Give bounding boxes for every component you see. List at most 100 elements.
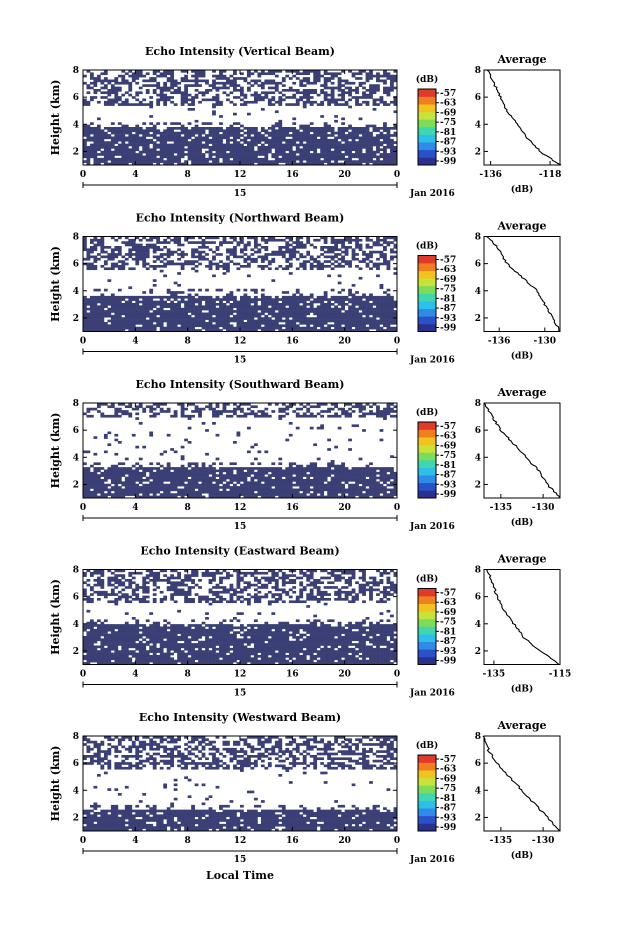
- x-tick-label: 8: [185, 170, 191, 180]
- colorbar-swatch: [418, 323, 436, 332]
- colorbar-tick-label: -87: [440, 138, 456, 148]
- y-tick-label: 6: [73, 93, 79, 103]
- panel-3: Echo Intensity (Southward Beam) 2 4 6 8 Heigh…: [49, 378, 561, 532]
- date-label: Jan 2016: [409, 522, 455, 532]
- colorbar-swatch: [418, 611, 436, 620]
- profile-title: Average: [496, 386, 546, 399]
- x-tick-label: 20: [338, 670, 351, 680]
- colorbar-tick-label: -57: [440, 256, 456, 266]
- x-axis-label: Local Time: [206, 869, 274, 882]
- colorbar-tick-label: -93: [440, 480, 456, 490]
- colorbar-tick-label: -99: [440, 657, 456, 667]
- colorbar-swatch: [418, 618, 436, 627]
- x-tick-label: 0: [394, 670, 400, 680]
- profile-line: [486, 236, 560, 332]
- colorbar-swatch: [418, 815, 436, 824]
- colorbar-swatch: [418, 119, 436, 128]
- colorbar-tick-label: -87: [440, 804, 456, 814]
- colorbar-unit: (dB): [416, 241, 438, 252]
- x-tick-label: 16: [286, 337, 299, 347]
- colorbar-swatch: [418, 149, 436, 158]
- x-tick-label: 8: [185, 836, 191, 846]
- x-tick-label: 20: [338, 503, 351, 513]
- x-tick-label: 0: [80, 337, 86, 347]
- colorbar-swatch: [418, 641, 436, 650]
- colorbar-frame: [417, 88, 437, 166]
- colorbar-swatch: [418, 308, 436, 317]
- profile-frame: [483, 236, 561, 332]
- colorbar-swatch: [418, 96, 436, 105]
- colorbar-swatch: [418, 793, 436, 801]
- x-tick-label: 0: [80, 836, 86, 846]
- profile-y-tick-label: 4: [475, 120, 481, 130]
- y-tick-label: 4: [73, 453, 79, 463]
- heatmap-cells: [83, 236, 398, 332]
- colorbar-tick-label: -63: [440, 598, 456, 608]
- panel-title: Echo Intensity (Northward Beam): [136, 212, 345, 225]
- y-tick-label: 8: [73, 66, 79, 76]
- x-tick-label: 12: [234, 836, 247, 846]
- colorbar-unit: (dB): [416, 407, 438, 418]
- profile-x-label: (dB): [511, 184, 533, 195]
- colorbar-swatch: [418, 490, 436, 499]
- colorbar-tick-label: -93: [440, 147, 456, 157]
- y-tick-label: 6: [73, 426, 79, 436]
- colorbar-tick-label: -81: [440, 294, 456, 304]
- colorbar-tick-label: -93: [440, 813, 456, 823]
- colorbar-tick-label: -75: [440, 784, 456, 794]
- colorbar-tick-label: -93: [440, 647, 456, 657]
- x-tick-label: 4: [132, 503, 138, 513]
- colorbar-swatch: [418, 596, 436, 604]
- colorbar-tick-label: -75: [440, 451, 456, 461]
- colorbar-swatch: [418, 482, 436, 491]
- profile-y-tick-label: 8: [475, 566, 481, 576]
- x-tick-label: 0: [394, 836, 400, 846]
- colorbar-swatch: [418, 293, 436, 302]
- heatmap-cells: [83, 569, 398, 665]
- x-tick-label: 8: [185, 503, 191, 513]
- colorbar-swatch: [418, 649, 436, 658]
- x-tick-label: 12: [234, 170, 247, 180]
- y-tick-label: 6: [73, 260, 79, 270]
- colorbar-frame: [417, 754, 437, 832]
- x-tick-label: 0: [394, 170, 400, 180]
- colorbar-tick-label: -75: [440, 285, 456, 295]
- y-tick-label: 4: [73, 620, 79, 630]
- profile-x-label: (dB): [511, 351, 533, 362]
- colorbar-swatch: [418, 104, 436, 113]
- colorbar-swatch: [418, 626, 436, 635]
- profile-frame: [483, 735, 561, 832]
- profile-y-tick-label: 4: [475, 453, 481, 463]
- colorbar-swatch: [418, 762, 436, 771]
- profile-y-tick-label: 4: [475, 620, 481, 630]
- x-tick-label: 8: [185, 670, 191, 680]
- colorbar-tick-label: -81: [440, 794, 456, 804]
- x-tick-label: 0: [394, 337, 400, 347]
- date-label: Jan 2016: [409, 356, 455, 366]
- profile-y-tick-label: 6: [475, 759, 481, 769]
- profile-frame: [483, 569, 561, 665]
- colorbar-swatch: [418, 452, 436, 461]
- profile-y-tick-label: 6: [475, 426, 481, 436]
- colorbar-tick-label: -75: [440, 118, 456, 128]
- colorbar-tick-label: -81: [440, 128, 456, 138]
- colorbar-tick-label: -57: [440, 589, 456, 599]
- colorbar-tick-label: -99: [440, 490, 456, 500]
- profile-y-tick-label: 8: [475, 732, 481, 742]
- y-tick-label: 2: [73, 314, 79, 324]
- colorbar-swatch: [418, 111, 436, 120]
- colorbar-frame: [417, 588, 437, 665]
- profile-y-tick-label: 4: [475, 287, 481, 297]
- x-tick-label: 0: [80, 503, 86, 513]
- day-label: 15: [234, 689, 247, 699]
- colorbar-swatch: [418, 755, 436, 763]
- profile-y-tick-label: 8: [475, 399, 481, 409]
- y-axis-label: Height (km): [49, 746, 62, 822]
- panel-5: Echo Intensity (Westward Beam) 2 4 6 8 Height…: [49, 711, 561, 865]
- colorbar-swatch: [418, 255, 436, 264]
- profile-y-tick-label: 4: [475, 786, 481, 796]
- colorbar-tick-label: -69: [440, 774, 456, 784]
- x-tick-label: 0: [394, 503, 400, 513]
- panel-title: Echo Intensity (Westward Beam): [139, 711, 341, 724]
- colorbar-tick-label: -69: [440, 608, 456, 618]
